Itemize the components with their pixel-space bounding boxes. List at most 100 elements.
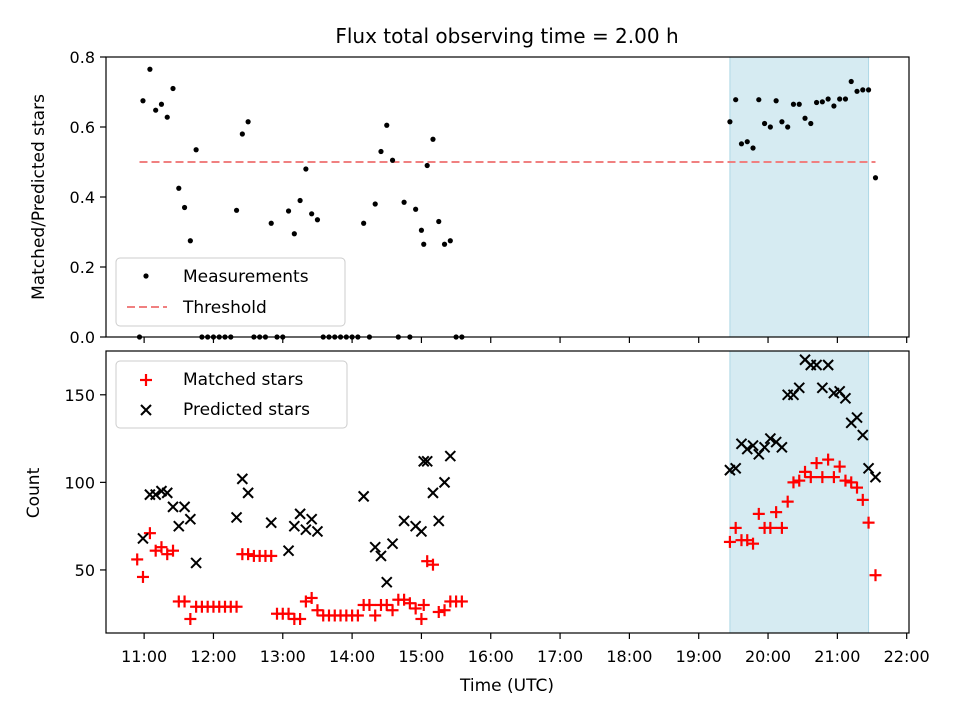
- predicted-point: [862, 462, 875, 475]
- measurement-point: [153, 107, 159, 113]
- legend-predicted-marker: [140, 404, 152, 416]
- measurement-point: [733, 97, 739, 103]
- top-ytick-label: 0.4: [70, 188, 95, 207]
- top-panel: 0.00.20.40.60.8 Matched/Predicted stars …: [29, 48, 910, 347]
- measurement-point: [773, 98, 779, 104]
- predicted-point: [398, 515, 410, 527]
- predicted-point: [758, 441, 771, 454]
- matched-point: [242, 548, 255, 561]
- measurement-point: [779, 119, 785, 125]
- measurement-point: [140, 98, 146, 104]
- predicted-point: [415, 525, 428, 538]
- matched-point: [415, 612, 428, 625]
- measurement-point: [309, 211, 315, 217]
- bottom-ytick-label: 50: [75, 561, 95, 580]
- bottom-y-axis: 50 100 150: [64, 386, 106, 580]
- predicted-point: [851, 411, 863, 424]
- matched-point: [184, 612, 197, 625]
- measurement-point: [819, 99, 825, 105]
- measurement-point: [187, 238, 193, 244]
- predicted-point: [747, 439, 759, 452]
- measurement-point: [193, 147, 199, 153]
- bottom-legend: Matched stars Predicted stars: [115, 360, 348, 429]
- predicted-point: [236, 473, 249, 485]
- matched-point: [455, 595, 468, 608]
- predicted-point: [433, 515, 445, 527]
- matched-point: [380, 598, 393, 611]
- measurement-point: [761, 120, 768, 127]
- matched-point: [723, 535, 736, 548]
- measurement-point: [848, 78, 854, 85]
- matched-point: [438, 604, 451, 617]
- top-y-axis: 0.0 0.2 0.4 0.6 0.8: [70, 48, 106, 347]
- legend-matched-label: Matched stars: [183, 370, 303, 390]
- matched-point: [131, 553, 144, 566]
- predicted-point: [381, 576, 393, 588]
- measurement-point: [785, 124, 791, 130]
- measurement-point: [372, 201, 378, 207]
- matched-point: [351, 609, 364, 622]
- x-axis-label: Time (UTC): [459, 676, 554, 696]
- measurement-point: [872, 175, 879, 181]
- measurement-point: [750, 145, 756, 151]
- top-ytick-label: 0.8: [70, 48, 95, 67]
- matched-point: [167, 544, 180, 557]
- top-y-axis-label: Matched/Predicted stars: [29, 94, 49, 300]
- predicted-point: [242, 487, 254, 499]
- measurement-point: [170, 85, 176, 92]
- top-ytick-label: 0.2: [70, 258, 95, 277]
- measurement-point: [430, 136, 436, 142]
- measurement-point: [738, 141, 745, 147]
- count-points: [131, 354, 882, 625]
- top-x-ticks: [143, 337, 908, 343]
- matched-point: [305, 591, 318, 604]
- legend-measurements-marker: [143, 273, 149, 279]
- matched-point: [775, 521, 788, 534]
- measurement-point: [831, 103, 837, 109]
- predicted-point: [184, 513, 197, 525]
- matched-point: [827, 471, 840, 484]
- x-tick-label: 13:00: [260, 647, 306, 666]
- x-tick-label: 17:00: [537, 647, 583, 666]
- matched-point: [294, 612, 307, 625]
- chart-title: Flux total observing time = 2.00 h: [335, 24, 678, 48]
- top-legend-box: [115, 257, 346, 327]
- predicted-point: [230, 511, 243, 524]
- matched-point: [799, 465, 812, 478]
- matched-point: [833, 460, 846, 473]
- measurement-point: [245, 119, 251, 125]
- matched-point: [804, 471, 817, 484]
- measurement-point: [865, 87, 872, 93]
- bottom-legend-box: [115, 360, 348, 429]
- bottom-ytick-label: 100: [64, 473, 95, 492]
- measurement-point: [181, 204, 188, 211]
- bottom-y-axis-label: Count: [24, 467, 44, 518]
- predicted-point: [729, 462, 742, 475]
- predicted-point: [167, 501, 179, 513]
- matched-point: [770, 506, 783, 519]
- legend-threshold-label: Threshold: [182, 298, 267, 318]
- measurement-point: [389, 157, 396, 163]
- matched-point: [781, 495, 794, 508]
- measurement-point: [767, 124, 773, 130]
- predicted-point: [357, 490, 370, 503]
- matched-point: [136, 570, 149, 583]
- x-tick-label: 18:00: [606, 647, 652, 666]
- measurement-point: [418, 227, 425, 233]
- measurement-point: [796, 101, 802, 107]
- bottom-x-axis: 11:00 12:00 13:00 14:00 15:00 16:00 17:00 18:00…: [121, 633, 930, 666]
- top-ytick-label: 0.6: [70, 118, 95, 137]
- x-tick-label: 14:00: [329, 647, 375, 666]
- x-tick-label: 21:00: [814, 647, 860, 666]
- x-tick-label: 20:00: [745, 647, 791, 666]
- matched-point: [793, 474, 806, 487]
- measurement-point: [147, 66, 153, 72]
- matched-point: [230, 600, 243, 613]
- matched-point: [403, 597, 416, 610]
- measurement-point: [233, 207, 240, 213]
- measurement-point: [808, 120, 814, 127]
- measurement-point: [268, 220, 274, 226]
- x-tick-label: 19:00: [676, 647, 722, 666]
- measurement-point: [447, 238, 453, 244]
